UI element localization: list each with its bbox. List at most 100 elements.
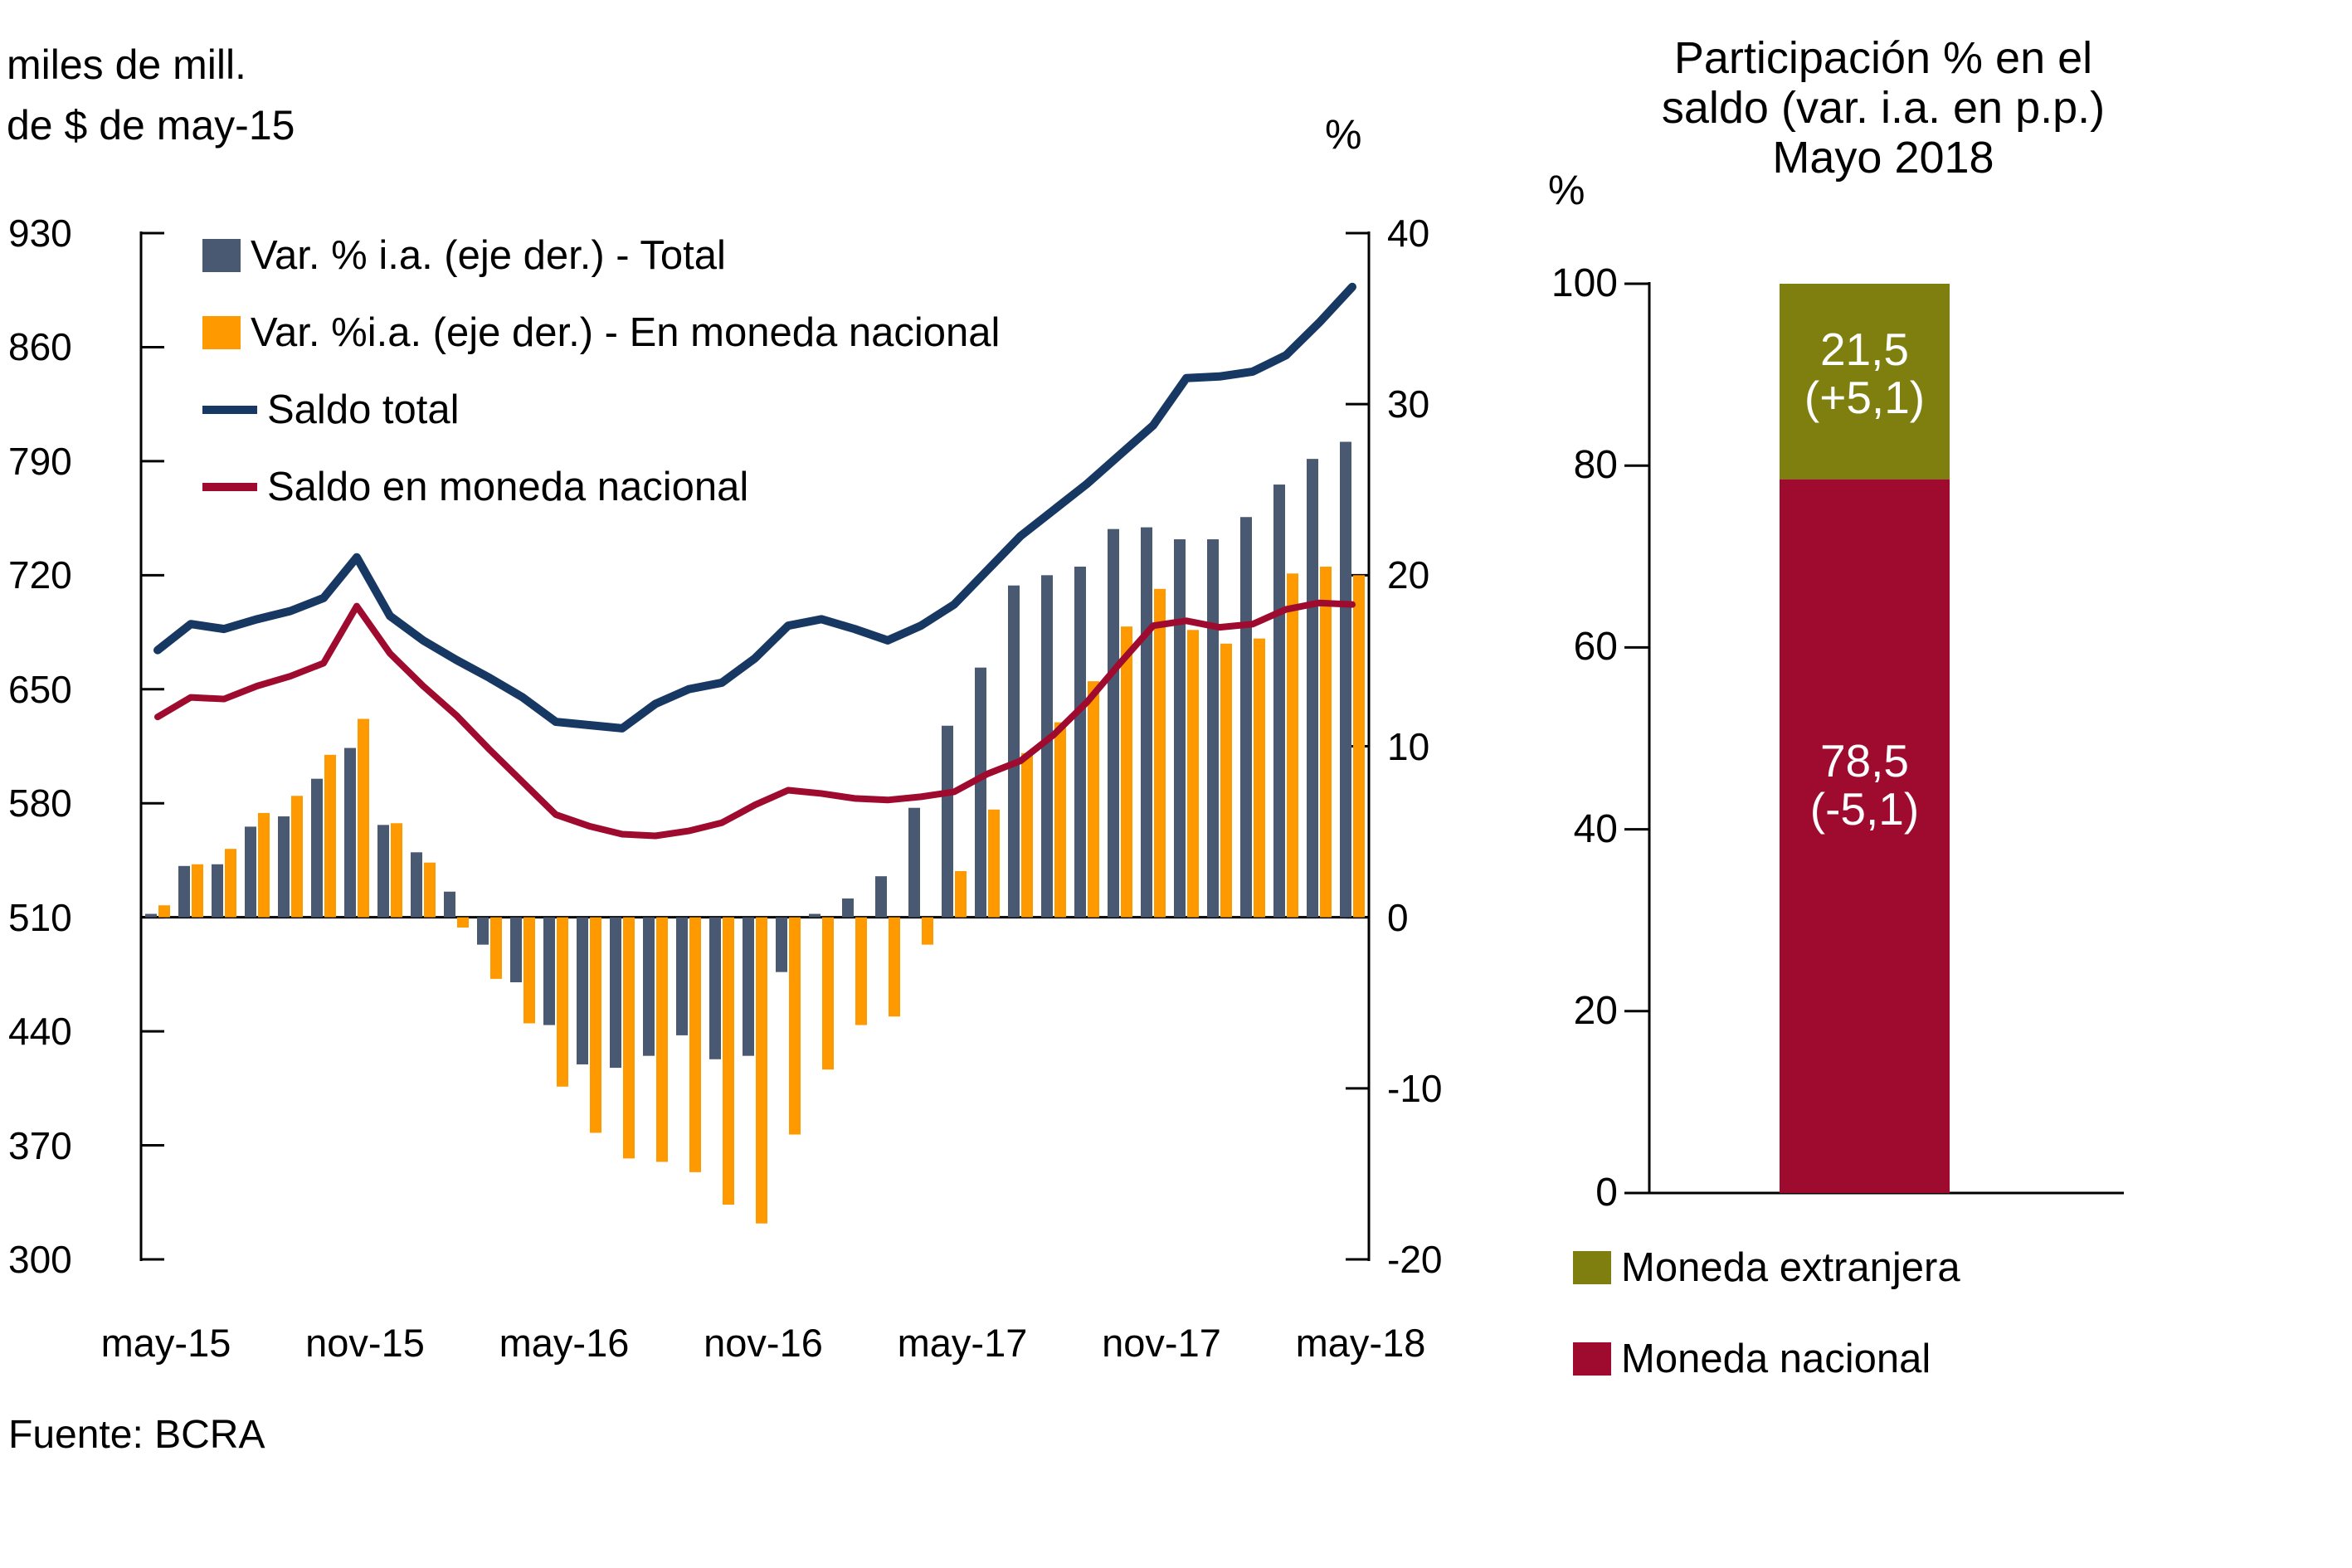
bar-total-oct-16 xyxy=(709,917,721,1059)
bar-total-dic-16 xyxy=(776,917,787,972)
bar-total-mar-16 xyxy=(477,917,489,945)
bar-total-sep-15 xyxy=(278,816,290,918)
bar-mn-nov-17 xyxy=(1154,588,1166,918)
bar-total-dic-15 xyxy=(377,825,389,918)
bar-total-feb-16 xyxy=(444,891,455,918)
segment-moneda-nacional xyxy=(1780,479,1950,1193)
legend-label: Moneda extranjera xyxy=(1621,1245,1960,1290)
legend-swatch-line-mn xyxy=(202,483,257,491)
bar-mn-nov-16 xyxy=(756,917,767,1224)
bar-total-ene-16 xyxy=(411,852,422,918)
legend-item-nacional: Moneda nacional xyxy=(1573,1337,1960,1381)
bar-mn-jul-15 xyxy=(225,849,236,918)
bar-total-mar-17 xyxy=(875,876,887,918)
bar-mn-abr-16 xyxy=(523,917,535,1024)
bar-mn-jun-16 xyxy=(590,917,601,1133)
segment-moneda-extranjera xyxy=(1780,284,1950,480)
bar-total-ago-16 xyxy=(643,917,655,1056)
bar-total-jul-17 xyxy=(1008,585,1020,918)
legend-label: Saldo total xyxy=(267,387,460,432)
bar-total-oct-15 xyxy=(311,778,323,918)
bar-mn-ene-16 xyxy=(424,862,436,918)
bar-mn-abr-18 xyxy=(1320,567,1332,918)
legend-label: Saldo en moneda nacional xyxy=(267,465,749,509)
bar-total-ago-17 xyxy=(1041,575,1053,918)
bar-mn-jun-15 xyxy=(192,864,203,918)
bar-mn-sep-15 xyxy=(291,796,303,918)
source-note: Fuente: BCRA xyxy=(8,1413,265,1457)
left-tick-720: 720 xyxy=(8,553,72,597)
legend-swatch-line-total xyxy=(202,406,257,414)
left-axis-title-line2: de $ de may-15 xyxy=(7,102,295,149)
segment-label-nacional: 78,5 (-5,1) xyxy=(1780,737,1950,833)
right-tick--20: -20 xyxy=(1387,1238,1443,1281)
bar-mn-may-18 xyxy=(1353,575,1365,918)
bar-mn-ene-17 xyxy=(822,917,834,1070)
x-tick-may-18: may-18 xyxy=(1295,1321,1426,1365)
bar-total-ene-18 xyxy=(1207,539,1219,918)
bar-mn-mar-17 xyxy=(889,917,900,1017)
bar-total-sep-17 xyxy=(1074,567,1086,918)
bar-total-dic-17 xyxy=(1174,539,1186,918)
right-tick-20: 20 xyxy=(1387,553,1430,597)
participation-tick-20: 20 xyxy=(1573,988,1618,1033)
bar-mn-oct-17 xyxy=(1121,626,1132,918)
segment-value: 21,5 xyxy=(1819,324,1910,375)
legend-item-saldo-total: Saldo total xyxy=(202,387,1000,432)
participation-tick-40: 40 xyxy=(1573,806,1618,851)
left-tick-370: 370 xyxy=(8,1123,72,1167)
participation-tick-0: 0 xyxy=(1595,1171,1618,1215)
bar-total-mar-18 xyxy=(1273,485,1285,918)
left-axis-title-line1: miles de mill. xyxy=(7,41,246,88)
legend-item-var-total: Var. % i.a. (eje der.) - Total xyxy=(202,233,1000,278)
bar-mn-jul-16 xyxy=(623,917,635,1159)
bar-total-abr-17 xyxy=(908,807,920,918)
bar-mn-jun-17 xyxy=(988,809,1000,918)
legend-item-var-mn: Var. %i.a. (eje der.) - En moneda nacion… xyxy=(202,310,1000,355)
left-tick-300: 300 xyxy=(8,1238,72,1281)
bar-mn-feb-16 xyxy=(457,917,469,928)
bar-mn-feb-18 xyxy=(1254,638,1265,918)
left-tick-440: 440 xyxy=(8,1010,72,1054)
left-tick-510: 510 xyxy=(8,895,72,939)
line-saldo-mn xyxy=(154,599,1356,840)
bar-mn-dic-16 xyxy=(789,917,801,1135)
x-tick-nov-15: nov-15 xyxy=(305,1321,425,1365)
bar-total-ene-17 xyxy=(809,913,821,918)
bar-mn-oct-15 xyxy=(324,754,336,918)
bar-mn-ago-15 xyxy=(258,812,270,918)
x-tick-may-15: may-15 xyxy=(100,1321,231,1365)
left-tick-650: 650 xyxy=(8,667,72,711)
bar-mn-jul-17 xyxy=(1021,752,1033,918)
bar-total-abr-18 xyxy=(1307,459,1318,918)
right-tick-40: 40 xyxy=(1387,212,1430,255)
legend-item-extranjera: Moneda extranjera xyxy=(1573,1246,1960,1289)
bar-mn-oct-16 xyxy=(723,917,734,1205)
bar-total-sep-16 xyxy=(676,917,688,1035)
segment-label-extranjera: 21,5 (+5,1) xyxy=(1780,325,1950,421)
left-tick-580: 580 xyxy=(8,782,72,825)
bar-mn-sep-16 xyxy=(689,917,701,1172)
bar-mn-dic-15 xyxy=(391,823,402,918)
participation-tick-100: 100 xyxy=(1551,261,1618,305)
line-saldo-total xyxy=(153,282,1356,733)
bar-total-jun-17 xyxy=(975,667,986,918)
left-axis-title: miles de mill. de $ de may-15 xyxy=(7,35,295,156)
legend-swatch-bar-total xyxy=(202,239,241,272)
right-axis-title: % xyxy=(1325,111,1362,158)
participation-title-line3: Mayo 2018 xyxy=(1772,133,1994,183)
bar-total-abr-16 xyxy=(510,917,522,983)
bar-total-may-18 xyxy=(1340,441,1351,918)
right-tick-0: 0 xyxy=(1387,895,1409,939)
bar-total-jul-16 xyxy=(610,917,621,1069)
left-tick-860: 860 xyxy=(8,325,72,369)
legend-label: Moneda nacional xyxy=(1621,1337,1931,1381)
bar-total-nov-16 xyxy=(743,917,754,1056)
main-legend: Var. % i.a. (eje der.) - Total Var. %i.a… xyxy=(202,233,1000,509)
bar-mn-may-17 xyxy=(955,871,967,918)
bar-mn-abr-17 xyxy=(922,917,933,945)
bar-total-may-16 xyxy=(543,917,555,1025)
bar-total-ago-15 xyxy=(245,826,256,918)
